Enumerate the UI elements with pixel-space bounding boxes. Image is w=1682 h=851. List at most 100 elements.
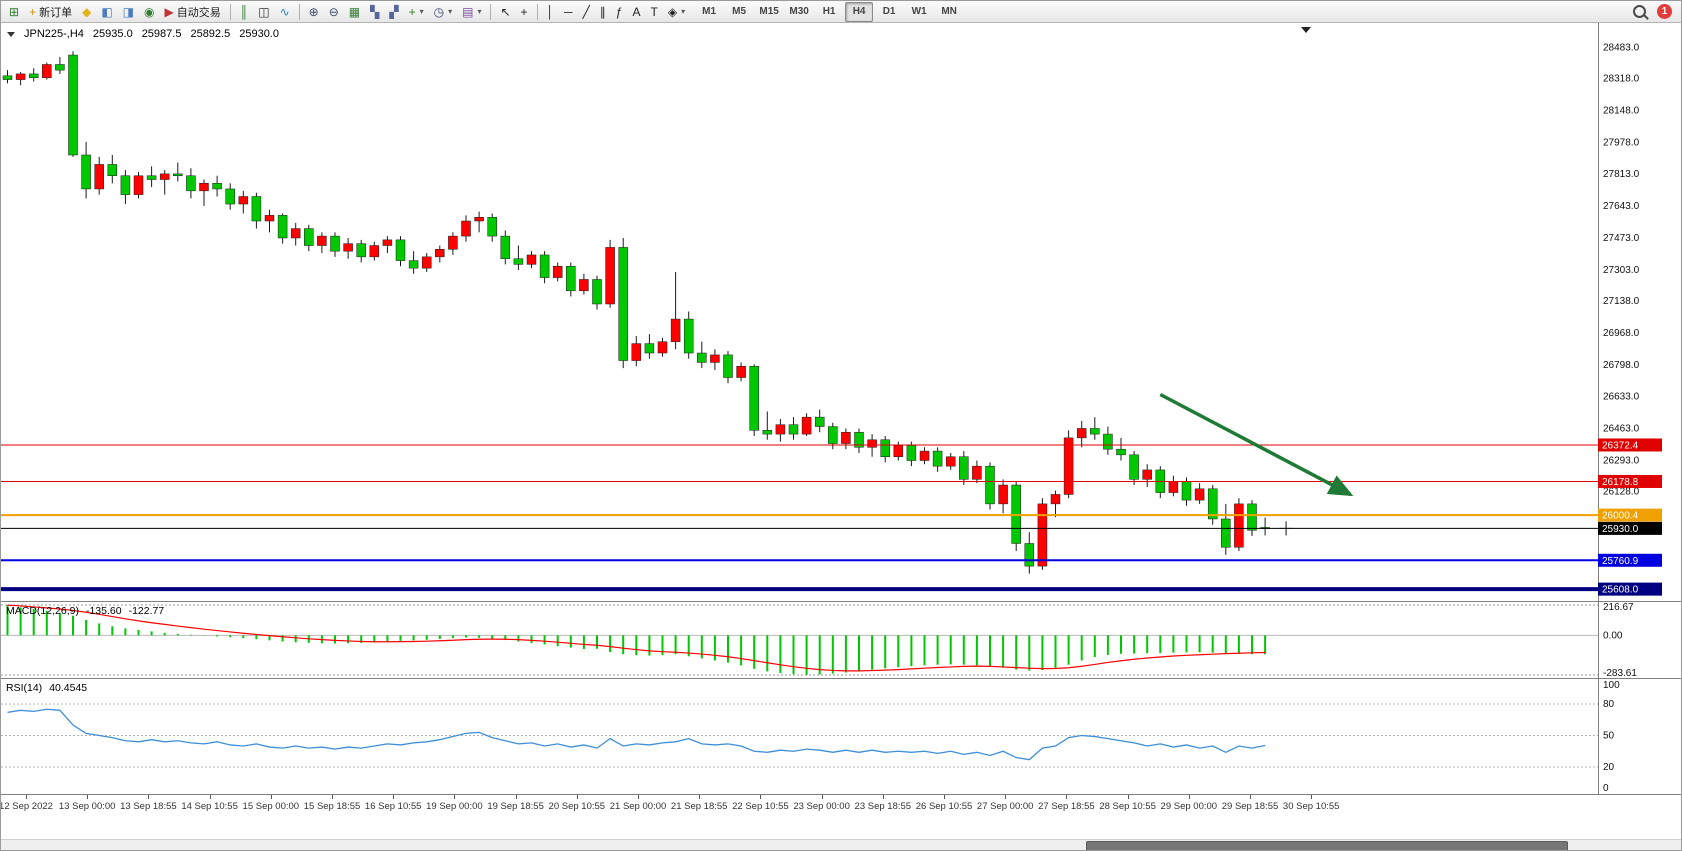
time-tick: [821, 795, 823, 799]
time-tick: [26, 795, 27, 799]
crosshair-button[interactable]: +: [517, 2, 532, 22]
price-badge-25930.0: [1598, 521, 1662, 535]
navigator-button[interactable]: ◨: [119, 2, 138, 22]
shapes-icon: ◈: [667, 4, 678, 19]
cascade-windows-button[interactable]: ▚: [366, 2, 383, 22]
templates-button[interactable]: ▤ ▾: [458, 2, 485, 22]
candlestick-chart-button[interactable]: ◫: [254, 2, 273, 22]
svg-text:27138.0: 27138.0: [1603, 296, 1640, 307]
scrollbar-thumb[interactable]: [1086, 841, 1568, 850]
bar-chart-button[interactable]: ║: [236, 2, 253, 22]
line-chart-button[interactable]: ∿: [276, 2, 294, 22]
svg-text:25608.0: 25608.0: [1602, 585, 1639, 596]
svg-text:26293.0: 26293.0: [1603, 455, 1640, 466]
time-tick: [1250, 795, 1251, 799]
rsi-label: RSI(14) 40.4545: [6, 682, 87, 694]
horizontal-scrollbar[interactable]: [1, 839, 1681, 850]
time-label: 20 Sep 10:55: [548, 801, 606, 812]
time-label: 26 Sep 10:55: [915, 801, 973, 812]
time-label: 22 Sep 10:55: [732, 801, 789, 812]
indicators-dropdown-icon[interactable]: ▾: [419, 7, 424, 16]
time-label: 29 Sep 00:00: [1160, 801, 1218, 812]
zoom-in-button[interactable]: ⊕: [305, 2, 323, 22]
price-badge-26000.4: [1598, 508, 1662, 522]
svg-text:26372.4: 26372.4: [1602, 440, 1639, 451]
timeframe-group: M1 M5 M15 M30 H1 H4 D1 W1 MN: [694, 1, 964, 22]
panel-separator-macd-rsi[interactable]: [1, 678, 1681, 679]
zoom-out-button[interactable]: ⊖: [325, 2, 343, 22]
main-chart-panel[interactable]: 28483.0 28318.0 28148.0 27978.0 27813.0 27643…: [1, 23, 1681, 601]
timeframe-h1-button[interactable]: H1: [822, 6, 836, 17]
terminal-button[interactable]: ◉: [140, 2, 158, 22]
market-watch-button[interactable]: ◧: [97, 2, 116, 22]
timeframe-w1-button[interactable]: W1: [911, 6, 927, 17]
time-label: 23 Sep 00:00: [793, 801, 850, 812]
timeframe-m15-button[interactable]: M15: [759, 6, 779, 17]
templates-dropdown-icon[interactable]: ▾: [477, 7, 482, 16]
svg-text:26128.0: 26128.0: [1603, 487, 1640, 498]
indicators-button[interactable]: + ▾: [405, 2, 428, 22]
notification-badge[interactable]: 1: [1657, 4, 1672, 19]
mouse-crosshair: [1279, 521, 1294, 536]
macd-histogram: [6, 605, 1267, 675]
trendline-icon: ╱: [582, 4, 590, 19]
time-tick: [1311, 795, 1313, 799]
metaeditor-icon: ◆: [82, 4, 92, 19]
timeframe-m5-button[interactable]: M5: [732, 6, 747, 17]
periods-button[interactable]: ◷ ▾: [430, 2, 457, 22]
zoom-out-icon: ⊖: [328, 4, 339, 19]
arrange-windows-button[interactable]: ▞: [385, 2, 402, 22]
tile-windows-button[interactable]: ▦: [345, 2, 364, 22]
time-tick: [515, 795, 517, 799]
chart-context-caret-icon[interactable]: [7, 31, 15, 37]
shapes-button[interactable]: ◈ ▾: [664, 2, 689, 22]
chart-shift-marker[interactable]: [1301, 27, 1311, 33]
timeframe-m1-button[interactable]: M1: [702, 6, 717, 17]
svg-text:27813.0: 27813.0: [1603, 169, 1640, 180]
time-axis[interactable]: 12 Sep 2022 13 Sep 00:00 13 Sep 18:55 14 Se…: [0, 795, 1681, 817]
timeframe-h4-button[interactable]: H4: [845, 1, 874, 22]
text-label-button[interactable]: T: [647, 2, 662, 22]
chart-header: JPN225-,H4 25935.0 25987.5 25892.5 25930…: [7, 28, 279, 40]
new-chart-button[interactable]: ⊞: [5, 2, 23, 22]
timeframe-m30-button[interactable]: M30: [789, 6, 809, 17]
time-label: 15 Sep 18:55: [303, 801, 361, 812]
new-order-button[interactable]: + 新订单: [25, 2, 76, 22]
time-label: 13 Sep 18:55: [120, 801, 177, 812]
navigator-icon: ◨: [122, 4, 134, 19]
fibonacci-button[interactable]: ƒ: [612, 2, 627, 22]
time-label: 19 Sep 00:00: [426, 801, 483, 812]
autotrading-button[interactable]: ▶ 自动交易: [160, 2, 224, 22]
time-tick: [87, 795, 89, 799]
panel-separator-rsi-timeaxis[interactable]: [1, 794, 1681, 795]
cursor-icon: ↖: [500, 4, 511, 19]
rsi-svg: 100 80 50 20 0: [1, 679, 1620, 794]
shapes-dropdown-icon[interactable]: ▾: [681, 7, 686, 16]
svg-text:26000.4: 26000.4: [1602, 511, 1639, 522]
search-button[interactable]: [1629, 2, 1650, 22]
timeframe-d1-button[interactable]: D1: [882, 6, 896, 17]
timeframe-mn-button[interactable]: MN: [941, 6, 957, 17]
cursor-button[interactable]: ↖: [496, 2, 514, 22]
horizontal-line-button[interactable]: ─: [560, 2, 577, 22]
text-button[interactable]: A: [628, 2, 644, 22]
macd-axis-label: 0.00: [1603, 630, 1623, 641]
svg-text:27303.0: 27303.0: [1603, 265, 1640, 276]
rsi-panel[interactable]: 100 80 50 20 0 RSI(14) 40.4545: [1, 679, 1681, 794]
quote-low: 25892.5: [190, 28, 231, 40]
metaeditor-button[interactable]: ◆: [78, 2, 95, 22]
macd-axis-label: 216.67: [1603, 602, 1634, 613]
terminal-icon: ◉: [144, 4, 155, 19]
macd-axis-label: -283.61: [1603, 668, 1637, 678]
time-tick: [148, 795, 150, 799]
periods-dropdown-icon[interactable]: ▾: [448, 7, 453, 16]
trendline-button[interactable]: ╱: [579, 2, 594, 22]
vertical-line-button[interactable]: │: [543, 2, 559, 22]
time-label: 12 Sep 2022: [0, 801, 53, 812]
time-tick: [1188, 795, 1190, 799]
channel-button[interactable]: ∥: [596, 2, 610, 22]
macd-panel[interactable]: 216.67 0.00 -283.61 MACD(12,26,9) -135.60 …: [1, 602, 1681, 678]
svg-text:25760.9: 25760.9: [1602, 556, 1639, 567]
trend-arrow-annotation[interactable]: [1159, 392, 1354, 497]
panel-separator-main-macd[interactable]: [1, 601, 1681, 602]
